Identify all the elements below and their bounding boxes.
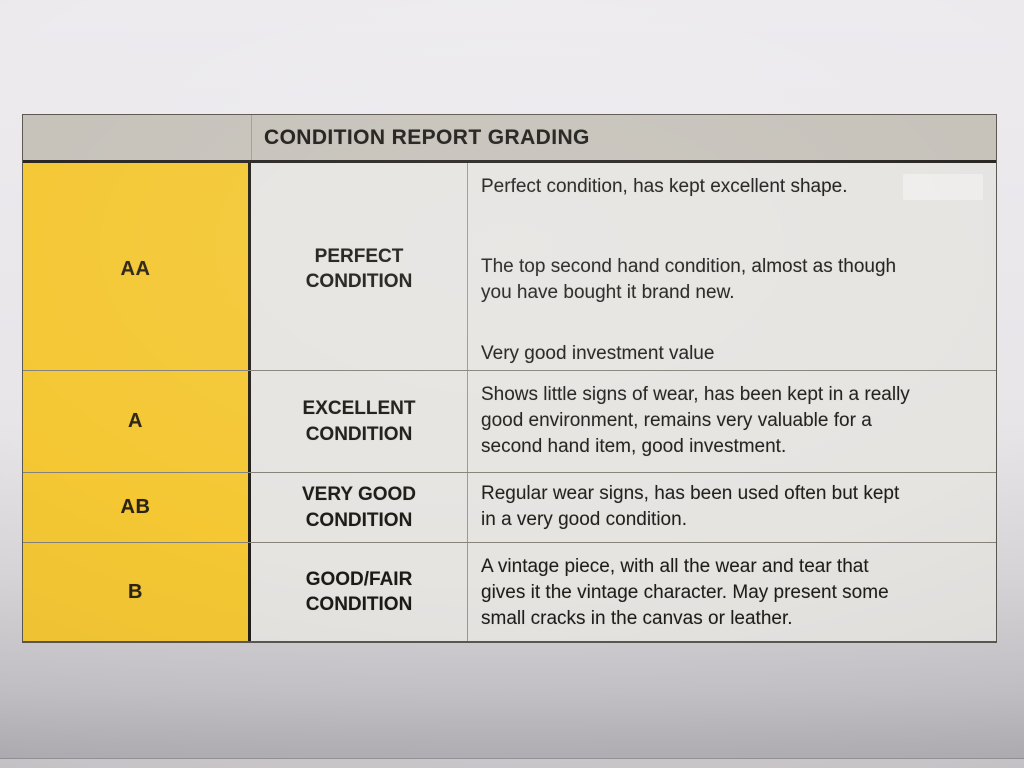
grade-label: A: [127, 410, 144, 432]
description-cell-aa: Perfect condition, has kept excellent sh…: [468, 163, 996, 370]
condition-cell-ab: VERY GOOD CONDITION: [251, 473, 468, 542]
description-cell-b: A vintage piece, with all the wear and t…: [468, 543, 996, 641]
table-row-grade-ab: AB VERY GOOD CONDITION Regular wear sign…: [23, 473, 996, 543]
description-paragraph: The top second hand condition, almost as…: [481, 255, 897, 303]
description-paragraph: Regular wear signs, has been used often …: [481, 483, 900, 530]
table-row-grade-aa: AA PERFECT CONDITION Perfect condition, …: [23, 163, 996, 371]
description-cell-a: Shows little signs of wear, has been kep…: [468, 371, 996, 472]
condition-label: VERY GOOD CONDITION: [301, 484, 417, 531]
condition-grading-table: CONDITION REPORT GRADING AA PERFECT COND…: [22, 114, 997, 643]
condition-label: PERFECT CONDITION: [305, 246, 413, 293]
condition-cell-a: EXCELLENT CONDITION: [251, 371, 468, 472]
condition-cell-aa: PERFECT CONDITION: [251, 163, 468, 370]
grade-label: B: [127, 580, 144, 603]
condition-label: EXCELLENT CONDITION: [302, 398, 416, 445]
whiteout-correction-patch: [903, 174, 983, 200]
description-cell-ab: Regular wear signs, has been used often …: [468, 473, 996, 542]
description-paragraph: Shows little signs of wear, has been kep…: [481, 384, 910, 457]
table-title: CONDITION REPORT GRADING: [264, 125, 590, 149]
description-paragraph: A vintage piece, with all the wear and t…: [481, 556, 889, 629]
table-header-row: CONDITION REPORT GRADING: [23, 115, 996, 163]
description-paragraph: Very good investment value: [481, 343, 715, 365]
condition-cell-b: GOOD/FAIR CONDITION: [251, 543, 468, 641]
grade-cell-aa: AA: [23, 163, 251, 370]
condition-label: GOOD/FAIR CONDITION: [305, 568, 413, 615]
table-row-grade-a: A EXCELLENT CONDITION Shows little signs…: [23, 371, 996, 473]
grade-cell-b: B: [23, 543, 251, 641]
paper-bottom-edge: [0, 758, 1024, 768]
grade-label: AB: [120, 496, 151, 518]
description-paragraph: Perfect condition, has kept excellent sh…: [481, 176, 848, 197]
table-row-grade-b: B GOOD/FAIR CONDITION A vintage piece, w…: [23, 543, 996, 641]
grade-cell-a: A: [23, 371, 251, 472]
grade-cell-ab: AB: [23, 473, 251, 542]
grade-label: AA: [120, 257, 151, 280]
